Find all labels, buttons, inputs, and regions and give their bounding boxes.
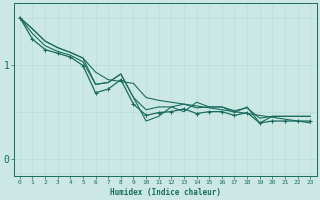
- X-axis label: Humidex (Indice chaleur): Humidex (Indice chaleur): [109, 188, 220, 197]
